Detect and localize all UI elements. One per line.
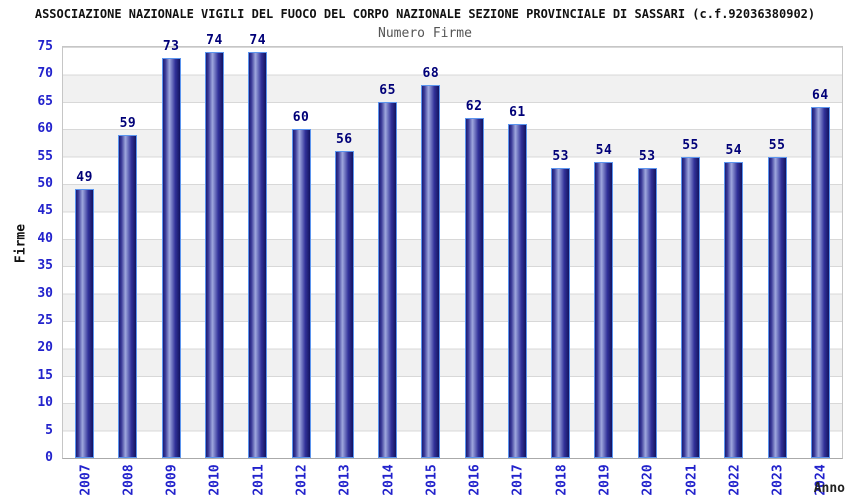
x-tick-label: 2016 [467,464,483,496]
bar-2020 [637,167,657,458]
x-tick-label: 2019 [597,464,613,496]
bar-2021 [681,156,701,458]
chart-title: ASSOCIAZIONE NAZIONALE VIGILI DEL FUOCO … [34,7,816,21]
x-tick-label: 2013 [337,464,353,496]
x-tick-label: 2017 [510,464,526,496]
bar-value-label: 65 [379,82,396,98]
chart-subtitle: Numero Firme [378,26,472,41]
y-tick-label: 45 [37,203,53,219]
bar-2010 [204,52,224,458]
bar-value-label: 59 [119,115,137,131]
y-tick-label: 10 [37,395,53,411]
y-tick-label: 55 [37,148,53,164]
bar-2008 [118,134,138,458]
y-tick-label: 5 [45,422,53,438]
bar-value-label: 60 [292,110,310,126]
bar-value-label: 68 [422,66,440,82]
x-tick-label: 2015 [424,464,440,496]
bar-value-label: 53 [552,148,570,164]
bar-2022 [724,162,744,458]
bar-2015 [421,85,441,458]
bar-value-label: 64 [812,88,829,104]
bar-2018 [551,167,571,458]
y-tick-label: 75 [37,39,53,54]
bar-value-label: 53 [638,148,656,164]
y-tick-label: 30 [37,285,53,301]
y-tick-label: 70 [37,66,53,82]
bar-2016 [464,118,484,458]
bar-2009 [161,57,181,458]
bar-value-label: 61 [509,104,526,120]
x-tick-label: 2009 [164,464,180,496]
x-tick-label: 2010 [207,464,223,496]
bar-value-label: 74 [206,33,223,49]
bar-value-label: 55 [768,137,786,153]
bar-2013 [334,151,354,458]
bar-2024 [810,107,830,458]
x-tick-label: 2012 [294,464,310,496]
y-tick-label: 40 [37,230,53,246]
y-tick-label: 25 [37,313,53,328]
y-tick-label: 50 [37,176,53,191]
bar-2023 [767,156,787,458]
x-tick-label: 2007 [78,464,94,496]
y-tick-label: 60 [37,121,53,137]
x-tick-label: 2014 [381,464,397,496]
x-tick-label: 2018 [554,464,570,496]
bar-value-label: 74 [249,33,267,49]
x-tick-label: 2022 [727,464,743,496]
bar-value-label: 49 [76,170,93,186]
y-tick-label: 35 [37,258,53,274]
bar-2019 [594,162,614,458]
y-tick-label: 15 [37,367,53,383]
bar-value-label: 56 [335,132,353,148]
x-tick-label: 2008 [121,464,137,496]
bar-value-label: 55 [682,137,699,153]
bar-2011 [248,52,268,458]
bar-2007 [75,189,95,458]
x-tick-label: 2023 [770,464,786,496]
bar-2012 [291,129,311,458]
x-tick-label: 2011 [251,464,267,496]
y-tick-label: 0 [45,450,53,465]
y-tick-label: 20 [37,340,53,356]
bar-value-label: 54 [725,143,743,159]
plot-area [62,46,843,459]
bar-value-label: 54 [595,143,613,159]
y-tick-label: 65 [37,93,53,109]
bar-2017 [507,123,527,458]
bar-value-label: 62 [465,99,483,115]
x-tick-label: 2020 [640,464,656,496]
x-tick-label: 2021 [684,464,700,496]
x-axis-label: Anno [813,481,845,496]
bar-value-label: 73 [162,38,180,54]
bar-2014 [378,101,398,458]
